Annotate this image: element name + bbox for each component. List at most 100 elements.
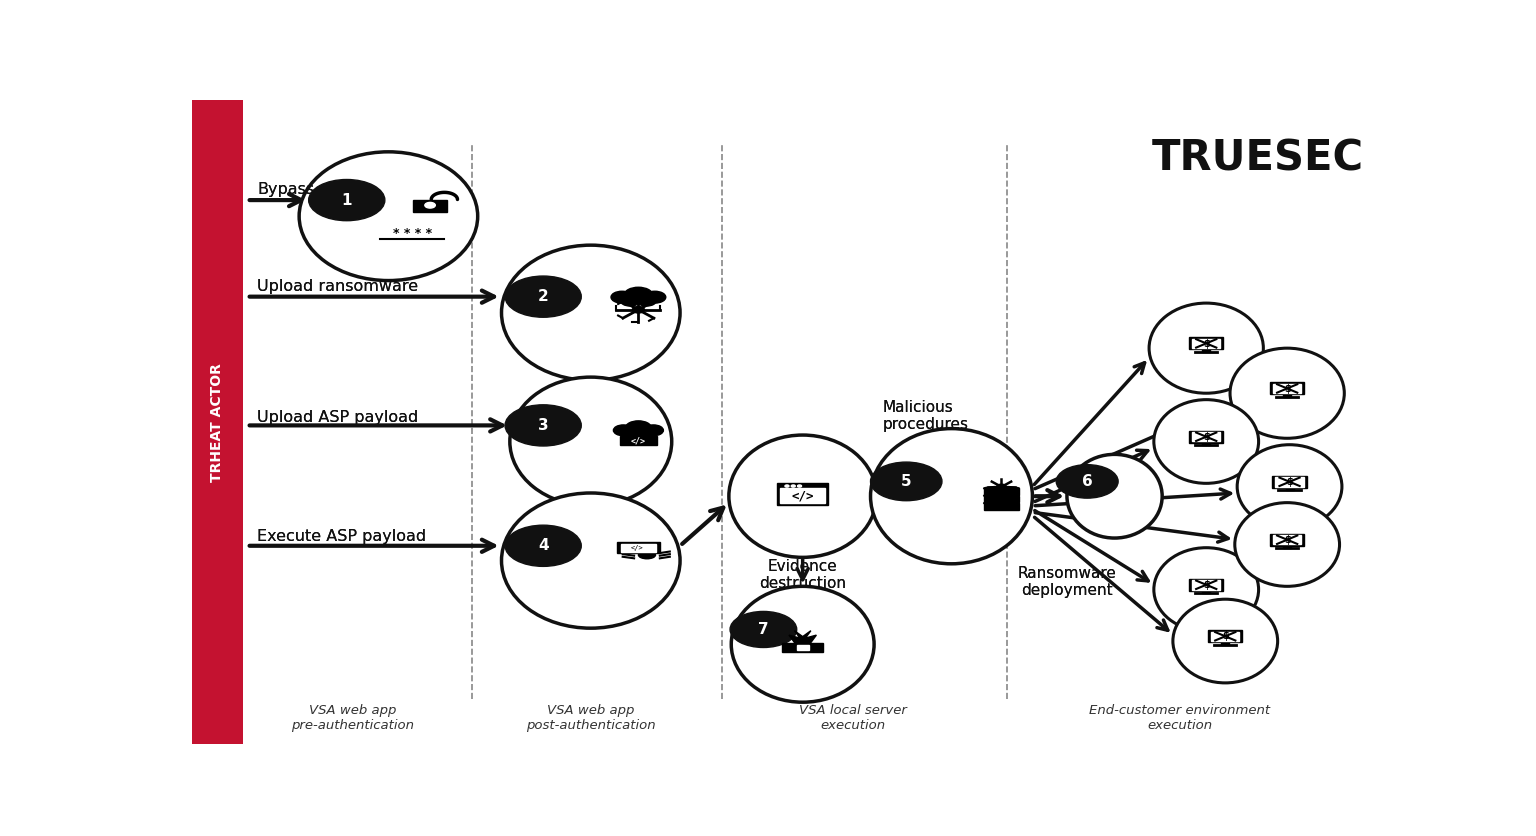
- Text: Malicious
procedures: Malicious procedures: [882, 400, 968, 432]
- Circle shape: [730, 611, 797, 648]
- Text: VSA web app
post-authentication: VSA web app post-authentication: [525, 704, 656, 732]
- FancyBboxPatch shape: [1272, 476, 1307, 487]
- Ellipse shape: [983, 487, 1020, 490]
- Circle shape: [425, 202, 435, 208]
- Text: Evidence
destruction: Evidence destruction: [759, 558, 846, 591]
- Circle shape: [791, 485, 796, 487]
- Ellipse shape: [983, 502, 1020, 505]
- FancyBboxPatch shape: [1273, 535, 1301, 544]
- Circle shape: [505, 276, 581, 317]
- FancyBboxPatch shape: [619, 436, 657, 446]
- Text: Execute ASP payload: Execute ASP payload: [258, 529, 427, 544]
- Text: 5: 5: [902, 474, 911, 489]
- FancyBboxPatch shape: [1273, 384, 1301, 393]
- FancyBboxPatch shape: [1192, 339, 1221, 348]
- FancyBboxPatch shape: [1275, 477, 1304, 487]
- Ellipse shape: [510, 377, 671, 506]
- FancyBboxPatch shape: [1203, 349, 1210, 352]
- FancyBboxPatch shape: [1221, 642, 1229, 645]
- Circle shape: [644, 425, 664, 436]
- Text: VSA local server
execution: VSA local server execution: [799, 704, 906, 732]
- Bar: [192, 100, 243, 744]
- Circle shape: [505, 405, 581, 446]
- Ellipse shape: [730, 435, 877, 558]
- FancyBboxPatch shape: [983, 503, 1020, 510]
- Ellipse shape: [1154, 400, 1258, 483]
- Text: </>: </>: [631, 436, 647, 446]
- FancyBboxPatch shape: [1270, 382, 1304, 395]
- Circle shape: [1057, 465, 1118, 498]
- Ellipse shape: [1174, 599, 1278, 683]
- Ellipse shape: [731, 586, 874, 702]
- Ellipse shape: [1068, 455, 1163, 538]
- Text: End-customer environment
execution: End-customer environment execution: [1089, 704, 1270, 732]
- Text: Upload ASP payload: Upload ASP payload: [258, 410, 419, 425]
- Text: $: $: [1284, 535, 1290, 545]
- Circle shape: [644, 291, 665, 303]
- Text: $: $: [1203, 339, 1209, 349]
- FancyBboxPatch shape: [1203, 590, 1210, 594]
- Circle shape: [622, 429, 639, 438]
- Circle shape: [785, 485, 790, 487]
- Ellipse shape: [1235, 502, 1339, 586]
- Ellipse shape: [1236, 445, 1342, 528]
- Text: 4: 4: [538, 538, 548, 553]
- Text: 1: 1: [341, 192, 352, 207]
- Text: 7: 7: [759, 622, 768, 637]
- Circle shape: [637, 296, 656, 306]
- Text: $: $: [1203, 580, 1209, 590]
- FancyBboxPatch shape: [782, 643, 823, 652]
- FancyBboxPatch shape: [777, 483, 828, 505]
- FancyBboxPatch shape: [1189, 337, 1223, 349]
- Text: TRHEAT ACTOR: TRHEAT ACTOR: [210, 363, 224, 482]
- Ellipse shape: [983, 494, 1020, 497]
- FancyBboxPatch shape: [1189, 431, 1223, 442]
- Text: $: $: [1203, 432, 1209, 442]
- Ellipse shape: [502, 245, 680, 380]
- Ellipse shape: [300, 152, 478, 281]
- FancyBboxPatch shape: [983, 488, 1020, 495]
- Text: Upload ransomware: Upload ransomware: [258, 279, 419, 294]
- Text: VSA web app
pre-authentication: VSA web app pre-authentication: [292, 704, 415, 732]
- Circle shape: [621, 296, 641, 306]
- FancyBboxPatch shape: [413, 200, 447, 212]
- Circle shape: [997, 484, 1006, 490]
- Ellipse shape: [1149, 303, 1263, 393]
- Text: Bypass: Bypass: [258, 181, 315, 196]
- Circle shape: [611, 291, 633, 303]
- Circle shape: [505, 525, 581, 566]
- Text: Upload ransomware: Upload ransomware: [258, 279, 419, 294]
- Text: $: $: [1223, 631, 1229, 641]
- Text: Ransomware
deployment: Ransomware deployment: [1017, 566, 1117, 598]
- Circle shape: [309, 180, 386, 221]
- Circle shape: [624, 288, 653, 303]
- Ellipse shape: [1154, 548, 1258, 631]
- FancyBboxPatch shape: [621, 543, 656, 553]
- Ellipse shape: [502, 493, 680, 628]
- FancyBboxPatch shape: [1270, 533, 1304, 546]
- Ellipse shape: [871, 429, 1032, 563]
- Text: $: $: [1286, 477, 1293, 487]
- FancyBboxPatch shape: [1192, 580, 1221, 589]
- FancyBboxPatch shape: [1210, 632, 1240, 641]
- Circle shape: [625, 421, 651, 435]
- Text: TRUESEC: TRUESEC: [1152, 137, 1364, 179]
- Text: Evidence
destruction: Evidence destruction: [759, 558, 846, 591]
- FancyBboxPatch shape: [1192, 432, 1221, 441]
- Ellipse shape: [1230, 348, 1344, 438]
- Text: Execute ASP payload: Execute ASP payload: [258, 529, 427, 544]
- FancyBboxPatch shape: [1286, 487, 1293, 491]
- Text: 3: 3: [538, 418, 548, 433]
- Polygon shape: [790, 630, 816, 643]
- Text: 2: 2: [538, 289, 548, 304]
- FancyBboxPatch shape: [797, 645, 808, 650]
- Ellipse shape: [639, 551, 656, 558]
- Text: Malicious
procedures: Malicious procedures: [882, 400, 968, 432]
- FancyBboxPatch shape: [780, 488, 825, 503]
- FancyBboxPatch shape: [983, 496, 1020, 502]
- FancyBboxPatch shape: [1209, 630, 1243, 642]
- Circle shape: [797, 485, 802, 487]
- FancyBboxPatch shape: [617, 542, 660, 553]
- Text: 6: 6: [1081, 474, 1092, 489]
- FancyBboxPatch shape: [1283, 545, 1292, 548]
